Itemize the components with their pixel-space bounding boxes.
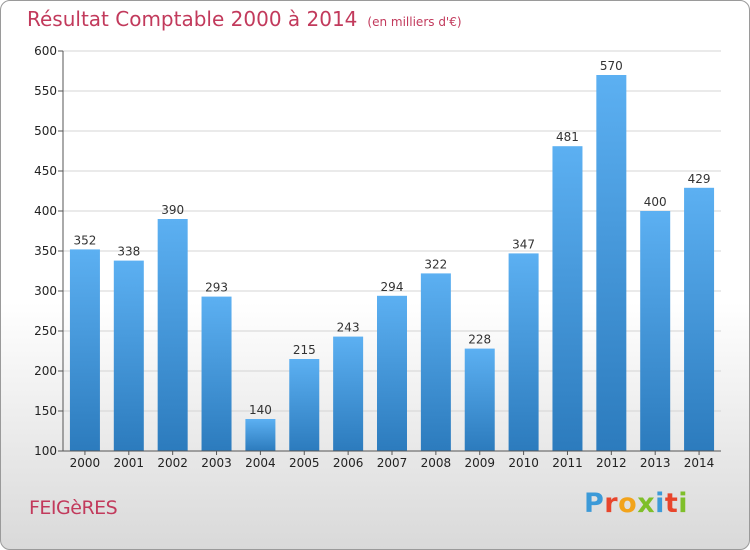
chart-title: Résultat Comptable 2000 à 2014 (en millie… [27,7,462,31]
y-tick-label: 250 [34,324,57,338]
y-tick-label: 200 [34,364,57,378]
city-name: FEIGèRES [29,497,118,519]
data-label-2001: 338 [117,245,140,259]
x-tick-label-2012: 2012 [596,456,627,470]
data-label-2011: 481 [556,130,579,144]
x-tick-label-2005: 2005 [289,456,320,470]
proxiti-logo[interactable]: Proxiti [584,488,689,519]
bar-2001 [113,260,144,451]
data-label-2004: 140 [249,403,272,417]
x-tick-label-2006: 2006 [333,456,364,470]
bar-2007 [377,295,407,451]
y-tick-label: 600 [34,44,57,58]
data-label-2010: 347 [512,237,535,251]
y-tick-label: 350 [34,244,57,258]
y-tick-label: 500 [34,124,57,138]
x-tick-label-2008: 2008 [421,456,452,470]
bar-2006 [333,336,364,451]
x-tick-label-2002: 2002 [157,456,188,470]
bar-2012 [596,75,627,451]
x-tick-label-2014: 2014 [684,456,715,470]
x-tick-label-2010: 2010 [508,456,539,470]
data-label-2012: 570 [600,59,623,73]
data-label-2013: 400 [644,195,667,209]
y-tick-label: 450 [34,164,57,178]
y-tick-label: 300 [34,284,57,298]
bar-2005 [289,359,320,451]
y-tick-label: 550 [34,84,57,98]
bar-2000 [69,249,100,451]
data-label-2008: 322 [424,257,447,271]
data-label-2007: 294 [381,280,404,294]
bar-2011 [552,146,583,451]
x-tick-label-2013: 2013 [640,456,671,470]
title-text: Résultat Comptable 2000 à 2014 [27,7,358,31]
data-label-2009: 228 [468,333,491,347]
data-label-2005: 215 [293,343,316,357]
bar-2008 [420,273,451,451]
bar-2003 [201,296,232,451]
data-label-2006: 243 [337,321,360,335]
data-label-2002: 390 [161,203,184,217]
bar-2013 [640,211,671,451]
bar-2014 [684,187,715,452]
bar-2010 [508,253,539,451]
x-tick-label-2004: 2004 [245,456,276,470]
x-tick-label-2009: 2009 [464,456,495,470]
data-label-2003: 293 [205,281,228,295]
bar-2004 [245,419,276,451]
unit-label: (en milliers d'€) [367,15,462,29]
y-tick-label: 100 [34,444,57,458]
bar-2002 [157,219,188,451]
y-tick-label: 150 [34,404,57,418]
x-tick-label-2011: 2011 [552,456,583,470]
x-tick-label-2007: 2007 [377,456,408,470]
bar-2009 [464,348,495,451]
data-label-2000: 352 [73,233,96,247]
x-tick-label-2001: 2001 [114,456,145,470]
data-label-2014: 429 [688,172,711,186]
x-tick-label-2000: 2000 [70,456,101,470]
y-tick-label: 400 [34,204,57,218]
x-tick-label-2003: 2003 [201,456,232,470]
